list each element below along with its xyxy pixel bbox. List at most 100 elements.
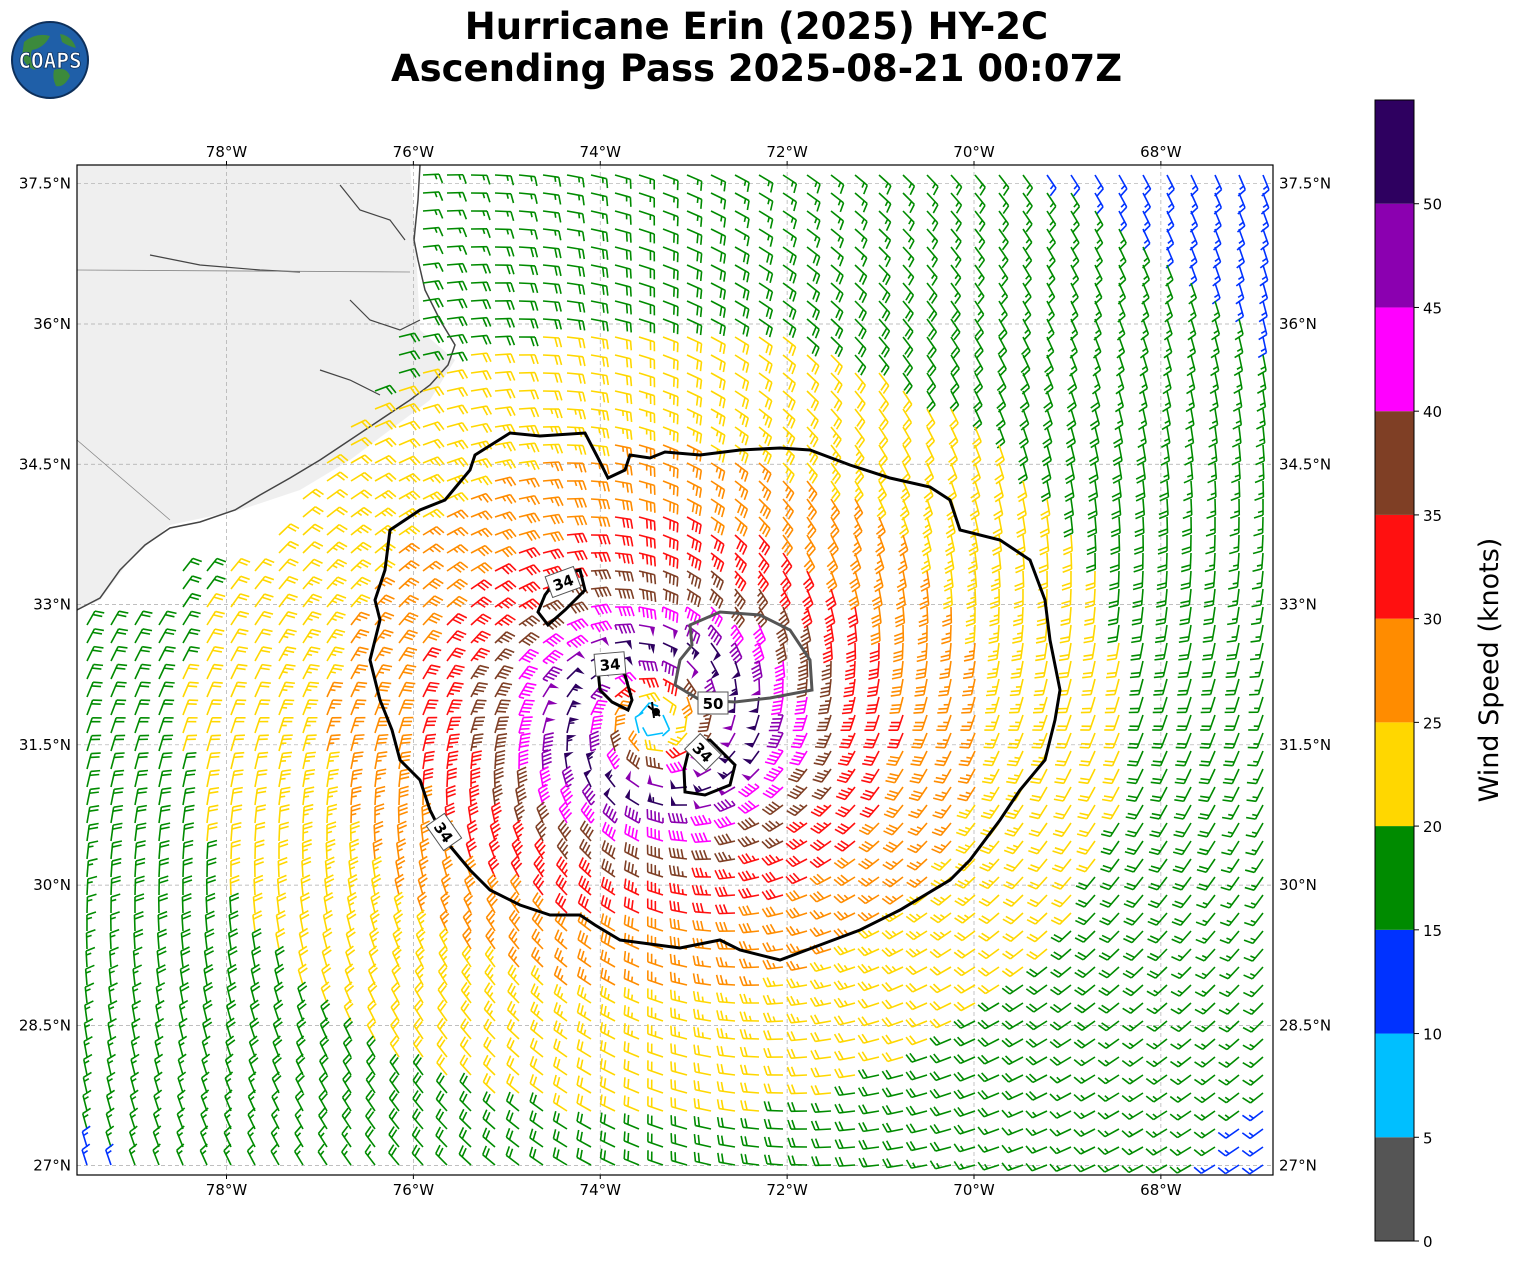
state-border xyxy=(77,269,411,521)
wind-barb xyxy=(494,317,516,328)
wind-barb xyxy=(734,354,750,373)
wind-barb xyxy=(470,210,491,221)
wind-barb xyxy=(1116,318,1126,341)
wind-barb xyxy=(542,210,562,223)
wind-barb xyxy=(494,264,515,275)
wind-barb xyxy=(998,210,1010,233)
wind-barb xyxy=(710,336,726,355)
wind-barb xyxy=(734,390,750,410)
lon-tick-top-4: 70°W xyxy=(953,143,995,161)
wind-barb xyxy=(566,228,585,242)
wind-barb xyxy=(854,264,868,285)
wind-barb xyxy=(710,192,727,210)
wind-barb xyxy=(926,174,939,196)
wind-barb xyxy=(542,372,563,383)
wind-barb xyxy=(1022,318,1032,341)
wind-barb xyxy=(1139,336,1149,359)
wind-barb xyxy=(830,300,844,321)
wind-barb xyxy=(1161,426,1171,448)
wind-barb xyxy=(925,426,936,449)
wind-barb xyxy=(542,354,563,366)
wind-barb xyxy=(1094,174,1104,197)
wind-barb xyxy=(950,372,960,395)
wind-barb xyxy=(950,246,962,268)
colorbar-tick-8: 40 xyxy=(1423,403,1442,421)
wind-barb xyxy=(638,408,656,424)
globe-logo-icon: COAPS xyxy=(11,21,89,99)
wind-barb xyxy=(782,408,796,429)
wind-barb xyxy=(1022,174,1034,197)
wind-barb xyxy=(446,245,468,256)
lat-tick-left-0: 37.5°N xyxy=(19,175,71,193)
wind-barb xyxy=(782,264,797,284)
wind-barb xyxy=(398,385,421,396)
wind-barb xyxy=(566,408,587,420)
colorbar-tick-10: 50 xyxy=(1423,196,1442,214)
wind-barb xyxy=(1022,264,1032,287)
wind-barb xyxy=(1140,300,1150,323)
colorbar-tick-3: 15 xyxy=(1423,922,1442,940)
wind-barb xyxy=(494,210,515,222)
wind-barb xyxy=(542,228,562,241)
wind-barb xyxy=(518,424,540,435)
wind-barb xyxy=(518,192,538,204)
lat-tick-right-6: 28.5°N xyxy=(1279,1016,1331,1034)
wind-barb xyxy=(997,318,1008,341)
wind-barb xyxy=(590,300,609,314)
wind-barb xyxy=(422,279,444,291)
lon-tick-bottom-4: 70°W xyxy=(953,1181,995,1199)
wind-barb xyxy=(494,192,515,204)
wind-barb xyxy=(1209,390,1219,413)
wind-barb xyxy=(1164,300,1174,323)
wind-barb xyxy=(494,335,516,346)
wind-barb xyxy=(1046,246,1056,269)
colorbar-bin-5 xyxy=(1375,618,1414,723)
wind-barb xyxy=(758,390,773,410)
wind-barb xyxy=(422,403,445,414)
wind-barb xyxy=(590,192,609,207)
wind-barb xyxy=(422,350,445,361)
wind-barb xyxy=(398,332,421,343)
wind-barb xyxy=(710,408,726,427)
wind-barb xyxy=(950,354,960,377)
lon-tick-top-2: 74°W xyxy=(580,143,622,161)
wind-barb xyxy=(662,192,679,209)
wind-barb xyxy=(1189,246,1198,269)
wind-barb xyxy=(422,368,445,379)
wind-barb xyxy=(1257,354,1267,377)
wind-barb xyxy=(686,300,703,318)
wind-barb xyxy=(662,246,679,263)
colorbar-title: Wind Speed (knots) xyxy=(1474,538,1505,803)
wind-barb xyxy=(542,246,562,259)
wind-barb xyxy=(710,174,727,192)
wind-barb xyxy=(854,210,868,231)
wind-barb xyxy=(782,390,796,411)
lat-tick-right-1: 36°N xyxy=(1279,315,1317,333)
wind-barb xyxy=(830,246,844,267)
lat-tick-right-5: 30°N xyxy=(1279,876,1317,894)
wind-barb xyxy=(374,419,397,430)
wind-barb xyxy=(686,354,703,372)
wind-barb xyxy=(590,408,610,421)
wind-barb xyxy=(854,390,866,412)
wind-barb xyxy=(518,389,540,400)
wind-barb xyxy=(974,228,986,251)
wind-barb xyxy=(470,192,491,203)
wind-barb xyxy=(1070,174,1081,197)
wind-barb xyxy=(614,390,633,405)
wind-barb xyxy=(710,372,726,391)
wind-barb xyxy=(1046,210,1057,233)
wind-barb xyxy=(686,282,703,300)
wind-barb xyxy=(518,407,540,418)
wind-barb xyxy=(758,174,774,193)
wind-barb xyxy=(854,336,867,358)
wind-barb xyxy=(974,300,985,323)
wind-barb xyxy=(518,210,538,222)
wind-barb xyxy=(1213,228,1222,251)
wind-barb xyxy=(614,264,632,279)
wind-barb xyxy=(806,282,821,303)
wind-barb xyxy=(758,336,773,356)
colorbar-bin-2 xyxy=(1375,929,1414,1034)
wind-barb xyxy=(638,282,656,298)
wind-barb xyxy=(542,408,563,419)
